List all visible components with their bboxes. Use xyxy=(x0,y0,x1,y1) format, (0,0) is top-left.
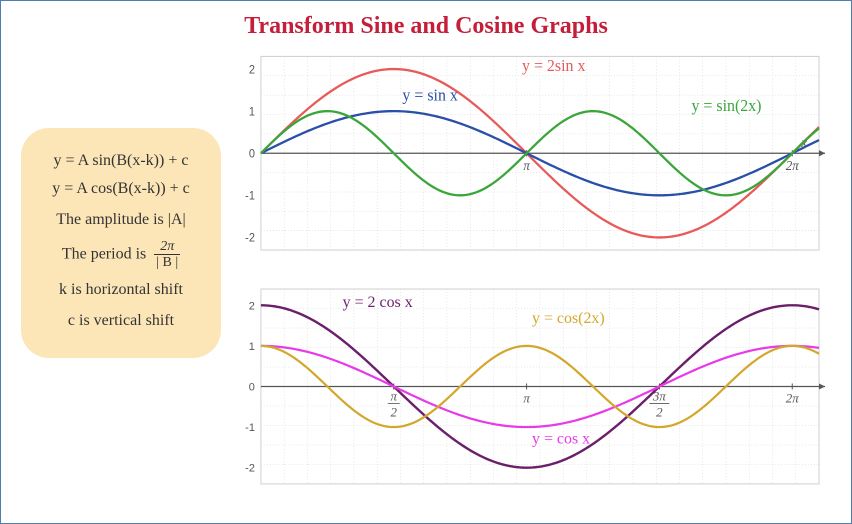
svg-text:1: 1 xyxy=(249,106,255,118)
svg-text:y = 2sin x: y = 2sin x xyxy=(522,56,585,76)
svg-text:-2: -2 xyxy=(245,232,255,244)
svg-text:y = cos x: y = cos x xyxy=(532,431,590,448)
amplitude-statement: The amplitude is |A| xyxy=(35,207,207,233)
svg-text:y = cos(2x): y = cos(2x) xyxy=(532,310,605,327)
content-row: y = A sin(B(x-k)) + c y = A cos(B(x-k)) … xyxy=(21,48,831,502)
equation-sine: y = A sin(B(x-k)) + c xyxy=(35,148,207,174)
figure-title: Transform Sine and Cosine Graphs xyxy=(21,13,831,40)
svg-text:2: 2 xyxy=(249,64,255,76)
svg-text:y = sin(2x): y = sin(2x) xyxy=(691,96,761,116)
svg-text:0: 0 xyxy=(249,148,255,160)
svg-text:y = 2 cos x: y = 2 cos x xyxy=(343,294,413,311)
period-prefix: The period is xyxy=(62,245,146,262)
svg-text:-1: -1 xyxy=(245,190,255,202)
sine-chart: -2-1012π2πxy = 2sin xy = sin xy = sin(2x… xyxy=(233,48,831,269)
svg-text:2π: 2π xyxy=(786,391,799,406)
cosine-chart: -2-1012π2π3π22πy = 2 cos xy = cos xy = c… xyxy=(233,281,831,502)
charts-column: -2-1012π2πxy = 2sin xy = sin xy = sin(2x… xyxy=(233,48,831,502)
equation-cosine: y = A cos(B(x-k)) + c xyxy=(35,176,207,202)
svg-text:π: π xyxy=(390,388,397,403)
svg-text:π: π xyxy=(523,391,530,406)
svg-text:0: 0 xyxy=(249,381,255,393)
info-panel: y = A sin(B(x-k)) + c y = A cos(B(x-k)) … xyxy=(21,128,221,358)
period-num: 2π xyxy=(154,239,180,255)
svg-text:2: 2 xyxy=(391,405,398,420)
svg-text:2: 2 xyxy=(656,405,663,420)
period-statement: The period is 2π | B | xyxy=(35,239,207,271)
hshift-statement: k is horizontal shift xyxy=(35,277,207,303)
svg-text:2π: 2π xyxy=(786,158,799,173)
svg-text:π: π xyxy=(523,158,530,173)
figure-container: Transform Sine and Cosine Graphs y = A s… xyxy=(0,0,852,524)
vshift-statement: c is vertical shift xyxy=(35,308,207,334)
svg-text:1: 1 xyxy=(249,341,255,353)
svg-text:2: 2 xyxy=(249,300,255,312)
period-fraction: 2π | B | xyxy=(154,239,180,271)
svg-text:-1: -1 xyxy=(245,422,255,434)
svg-text:y = sin x: y = sin x xyxy=(402,85,457,105)
period-den: | B | xyxy=(154,255,180,270)
svg-text:-2: -2 xyxy=(245,463,255,475)
